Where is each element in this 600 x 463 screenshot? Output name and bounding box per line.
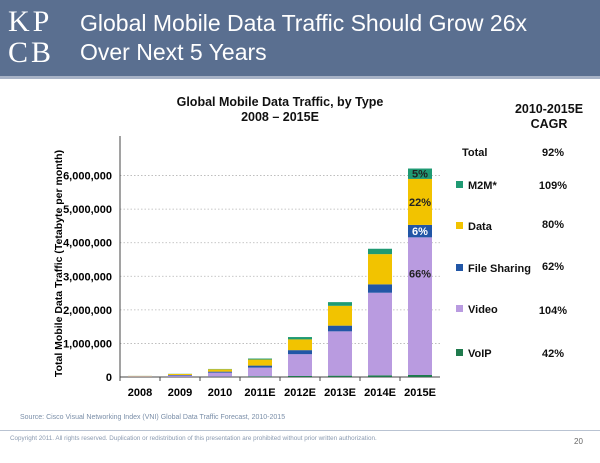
bar-segment bbox=[168, 375, 192, 377]
slide-title-line2: Over Next 5 Years bbox=[80, 39, 267, 65]
legend-item: M2M* bbox=[456, 179, 546, 193]
x-tick-label: 2014E bbox=[364, 387, 396, 399]
cagr-value: 80% bbox=[541, 219, 565, 231]
bar-segment bbox=[248, 365, 272, 368]
bar-segment bbox=[368, 254, 392, 285]
slide-title-line1: Global Mobile Data Traffic Should Grow 2… bbox=[80, 10, 528, 36]
bar-segment bbox=[328, 331, 352, 376]
bar-segment bbox=[288, 339, 312, 351]
legend-swatch bbox=[456, 181, 463, 188]
bar-segment bbox=[288, 337, 312, 340]
bar-segment bbox=[288, 375, 312, 377]
legend-item: VoIP bbox=[456, 347, 546, 361]
cagr-value: 104% bbox=[538, 305, 568, 317]
y-tick-label: 1,000,000 bbox=[63, 338, 112, 350]
cagr-value: 109% bbox=[538, 180, 568, 192]
legend-swatch bbox=[456, 305, 463, 312]
legend-item: File Sharing bbox=[456, 262, 546, 276]
bar-segment bbox=[368, 375, 392, 377]
y-tick-label: 0 bbox=[106, 372, 112, 384]
y-tick-label: 2,000,000 bbox=[63, 305, 112, 317]
x-tick-label: 2013E bbox=[324, 387, 356, 399]
x-tick-label: 2011E bbox=[244, 387, 275, 399]
cagr-header: 2010-2015E CAGR bbox=[514, 102, 584, 131]
legend-swatch bbox=[456, 222, 463, 229]
cagr-value: 62% bbox=[541, 261, 565, 273]
chart-title-text: Global Mobile Data Traffic, by Type bbox=[176, 95, 384, 109]
slide-title: Global Mobile Data Traffic Should Grow 2… bbox=[80, 9, 590, 67]
x-tick-label: 2015E bbox=[404, 387, 436, 399]
y-tick-label: 3,000,000 bbox=[63, 271, 112, 283]
bar-segment bbox=[168, 374, 192, 376]
bar-segment bbox=[288, 350, 312, 355]
chart-title: Global Mobile Data Traffic, by Type 2008… bbox=[150, 95, 410, 125]
legend-label: Data bbox=[468, 221, 492, 233]
bar-segment bbox=[128, 376, 152, 377]
copyright-note: Copyright 2011. All rights reserved. Dup… bbox=[10, 435, 377, 442]
bar-segment bbox=[208, 369, 232, 372]
bar-segment bbox=[208, 371, 232, 373]
bar-segment bbox=[368, 292, 392, 376]
bar-segment bbox=[248, 367, 272, 377]
footer-divider bbox=[0, 430, 600, 431]
y-tick-label: 6,000,000 bbox=[63, 171, 112, 183]
legend-swatch bbox=[456, 264, 463, 271]
legend-item: Data bbox=[456, 220, 546, 234]
x-tick-label: 2009 bbox=[168, 387, 192, 399]
page-number: 20 bbox=[574, 437, 583, 446]
cagr-value: 92% bbox=[541, 147, 565, 159]
bar-segment bbox=[408, 178, 432, 225]
legend-item: Total bbox=[462, 146, 552, 160]
y-tick-label: 4,000,000 bbox=[63, 238, 112, 250]
cagr-value: 42% bbox=[541, 348, 565, 360]
bar-segment bbox=[368, 284, 392, 293]
bar-segment bbox=[248, 359, 272, 366]
bar-segment bbox=[408, 224, 432, 238]
bar-segment bbox=[328, 325, 352, 332]
legend-swatch bbox=[456, 349, 463, 356]
chart-subtitle-text: 2008 – 2015E bbox=[241, 110, 319, 124]
source-note: Source: Cisco Visual Networking Index (V… bbox=[20, 414, 286, 421]
bar-segment bbox=[328, 305, 352, 326]
x-tick-label: 2012E bbox=[284, 387, 316, 399]
bar-segment bbox=[408, 168, 432, 179]
bar-segment bbox=[328, 302, 352, 306]
legend-label: VoIP bbox=[468, 348, 492, 360]
logo-text-line2: CB bbox=[8, 36, 55, 69]
data-label: 22% bbox=[409, 197, 431, 209]
legend-label: Total bbox=[462, 147, 488, 159]
data-label: 5% bbox=[412, 169, 428, 181]
data-label: 66% bbox=[409, 268, 431, 280]
bar-segment bbox=[248, 358, 272, 360]
legend-label: File Sharing bbox=[468, 263, 531, 275]
bar-segment bbox=[248, 376, 272, 377]
data-label: 6% bbox=[412, 226, 428, 238]
legend-item: Video bbox=[456, 303, 546, 317]
bar-segment bbox=[288, 354, 312, 376]
bar-segment bbox=[168, 373, 192, 375]
x-tick-label: 2010 bbox=[208, 387, 232, 399]
bar-segment bbox=[408, 374, 432, 377]
bar-segment bbox=[328, 375, 352, 377]
kpcb-logo: KP CB bbox=[8, 6, 66, 70]
bar-segment bbox=[368, 248, 392, 255]
logo-text-line1: KP bbox=[8, 5, 53, 38]
legend-label: M2M* bbox=[468, 180, 497, 192]
y-axis-label: Total Mobile Data Traffic (Tetabyte per … bbox=[53, 150, 65, 377]
slide-header: KP CB Global Mobile Data Traffic Should … bbox=[0, 0, 600, 79]
bar-segment bbox=[208, 372, 232, 377]
y-tick-label: 5,000,000 bbox=[63, 204, 112, 216]
bar-segment bbox=[408, 237, 432, 375]
x-tick-label: 2008 bbox=[128, 387, 152, 399]
legend-label: Video bbox=[468, 304, 498, 316]
